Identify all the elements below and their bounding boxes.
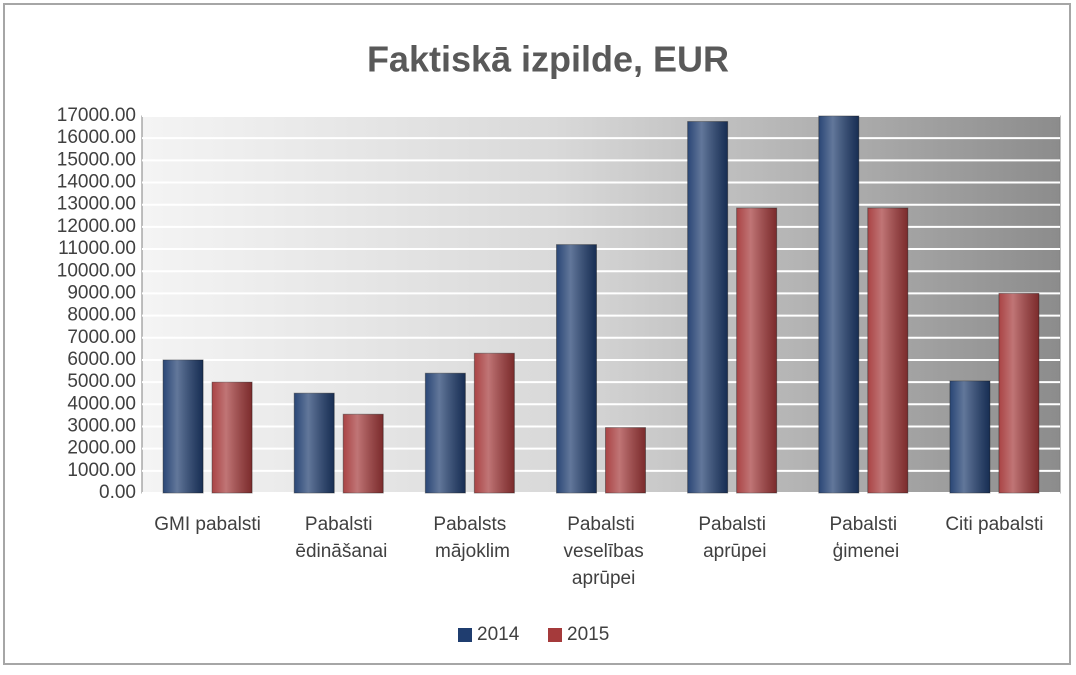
- y-tick-label: 16000.00: [57, 127, 136, 148]
- bar: [818, 115, 860, 494]
- x-tick-label: Pabalsti ēdināšanai: [290, 514, 387, 562]
- bar: [293, 392, 335, 494]
- bar: [736, 207, 778, 494]
- x-tick-label: Pabalsti ģimenei: [827, 514, 899, 562]
- y-tick-label: 10000.00: [57, 260, 136, 281]
- y-tick-label: 17000.00: [57, 105, 136, 126]
- y-tick-label: 9000.00: [67, 282, 136, 303]
- chart-title: Faktiskā izpilde, EUR: [367, 39, 729, 80]
- y-tick-label: 3000.00: [67, 415, 136, 436]
- bar: [342, 413, 384, 494]
- y-tick-label: 1000.00: [67, 460, 136, 481]
- bar: [949, 380, 991, 494]
- x-tick-label: Pabalsts mājoklim: [430, 514, 510, 562]
- bar: [162, 359, 204, 494]
- y-tick-label: 4000.00: [67, 393, 136, 414]
- bar: [605, 427, 646, 494]
- legend-label: 2014: [477, 624, 520, 645]
- x-tick-label: GMI pabalsti: [154, 514, 261, 535]
- x-tick-label: Citi pabalsti: [945, 514, 1043, 535]
- x-tick-label: Pabalsti veselības aprūpei: [558, 514, 644, 589]
- y-tick-label: 11000.00: [58, 238, 136, 259]
- bar: [424, 372, 466, 494]
- y-tick-label: 2000.00: [67, 438, 136, 459]
- y-tick-label: 5000.00: [67, 371, 136, 392]
- y-tick-label: 6000.00: [67, 349, 136, 370]
- y-tick-label: 13000.00: [57, 194, 136, 215]
- y-tick-label: 14000.00: [57, 172, 136, 193]
- bar: [687, 121, 729, 494]
- bar: [867, 207, 909, 494]
- legend-label: 2015: [567, 624, 609, 645]
- legend-swatch: [548, 628, 562, 642]
- bar: [473, 352, 515, 494]
- y-tick-label: 7000.00: [67, 327, 136, 348]
- y-tick-label: 12000.00: [57, 216, 136, 237]
- legend-swatch: [458, 628, 472, 642]
- y-tick-label: 15000.00: [57, 149, 136, 170]
- bar: [556, 244, 597, 494]
- x-tick-label: Pabalsti aprūpei: [698, 514, 767, 562]
- y-tick-label: 8000.00: [67, 305, 136, 326]
- y-tick-label: 0.00: [99, 482, 136, 503]
- bar: [998, 292, 1040, 494]
- bar: [211, 381, 253, 494]
- plot-area: [141, 115, 1061, 494]
